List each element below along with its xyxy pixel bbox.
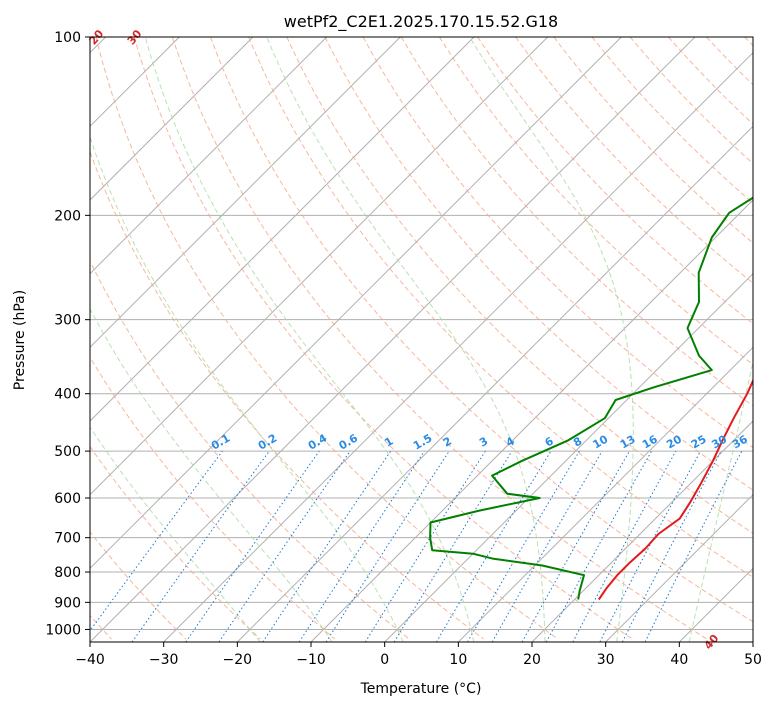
x-tick-label: −40 (75, 652, 105, 668)
isotherm-line (752, 641, 753, 642)
dry-adiabat-line (400, 37, 753, 407)
x-tick-label: 30 (597, 652, 615, 668)
isotherm-line (90, 37, 696, 642)
mixing-ratio-line (90, 450, 223, 632)
isotherm-line (90, 37, 401, 349)
moist-adiabat-line (762, 37, 775, 642)
isotherm-line (90, 37, 254, 201)
x-axis-ticks: −40 −30 −20 −10 0 10 20 30 40 50 (75, 642, 762, 668)
isotherm-line (236, 125, 753, 642)
dry-adiabat-line (90, 259, 410, 640)
dry-adiabat-line (171, 37, 708, 640)
dry-adiabat-line (324, 37, 753, 491)
y-tick-label: 700 (54, 531, 81, 547)
mixing-ratio-line (393, 450, 513, 642)
y-tick-label: 100 (54, 30, 81, 46)
mixing-ratio-line (298, 450, 425, 642)
y-tick-label: 400 (54, 387, 81, 403)
mixing-ratio-lines (90, 450, 743, 642)
x-tick-label: 0 (380, 652, 389, 668)
x-tick-label: −10 (296, 652, 326, 668)
x-tick-label: 40 (670, 652, 688, 668)
mixing-ratio-line (644, 450, 743, 642)
y-tick-label: 200 (54, 208, 81, 224)
moist-adiabat-line (90, 307, 333, 642)
skewed-isotherms (90, 37, 753, 642)
x-axis-label: Temperature (°C) (360, 681, 482, 697)
y-tick-label: 600 (54, 491, 81, 507)
x-tick-label: 10 (449, 652, 467, 668)
dewpoint-profile-line (429, 196, 753, 600)
x-tick-label: −20 (223, 652, 253, 668)
dry-adiabat-line (286, 37, 753, 534)
y-tick-label: 900 (54, 595, 81, 611)
dry-adiabat-line (95, 37, 559, 640)
isotherm-line (384, 272, 753, 642)
moist-adiabat-line (266, 37, 546, 642)
dry-adiabat-line (90, 531, 187, 640)
isotherm-line (90, 37, 475, 422)
y-axis-label: Pressure (hPa) (12, 290, 28, 390)
moist-adiabat-line (144, 37, 475, 642)
mixing-ratio-line (521, 450, 630, 642)
moist-adiabat-line (90, 135, 404, 642)
y-tick-label: 800 (54, 565, 81, 581)
dry-adiabats (90, 37, 753, 640)
pressure-gridlines (90, 37, 753, 630)
y-tick-label: 1000 (45, 622, 81, 638)
y-tick-label: 300 (54, 313, 81, 329)
isotherm-line (90, 37, 622, 570)
isotherm-line (163, 51, 753, 642)
dry-adiabat-line (90, 150, 485, 640)
dry-adiabat-line (133, 37, 633, 640)
moist-adiabats (90, 37, 775, 642)
mixing-ratio-line (545, 450, 653, 642)
isotherm-line (90, 37, 328, 275)
dry-adiabat-line (515, 37, 753, 284)
y-axis-ticks: 100 200 300 400 500 600 700 800 900 1000 (45, 30, 90, 638)
plot-frame (89, 36, 754, 643)
mixing-ratio-line (218, 450, 351, 642)
isotherm-line (605, 493, 753, 642)
y-tick-label: 500 (54, 444, 81, 460)
isotherm-line (531, 420, 753, 642)
dry-adiabat-line (362, 37, 753, 449)
dry-adiabat-line (629, 37, 753, 165)
dry-adiabat-line (438, 37, 753, 366)
plot-background (90, 37, 753, 642)
mixing-ratio-line (185, 450, 320, 642)
x-tick-label: −30 (149, 652, 179, 668)
temperature-profile-line (597, 378, 753, 601)
dry-adiabat-line (90, 356, 336, 640)
isotherm-line (90, 37, 549, 496)
dry-adiabat-line (553, 37, 753, 244)
chart-title: wetPf2_C2E1.2025.170.15.52.G18 (284, 12, 558, 32)
x-tick-label: 20 (523, 652, 541, 668)
profile-series (429, 196, 753, 601)
isotherm-line (457, 346, 753, 642)
mixing-ratio-line (572, 450, 677, 642)
mixing-ratio-line (131, 450, 270, 642)
dry-adiabat-line (248, 37, 753, 578)
moist-adiabat-line (90, 426, 261, 642)
moist-adiabat-line (469, 37, 634, 642)
mixing-ratio-line (325, 450, 450, 642)
x-tick-label: 50 (744, 652, 762, 668)
moist-adiabat-line (688, 359, 753, 642)
mixing-ratio-line (262, 450, 392, 642)
